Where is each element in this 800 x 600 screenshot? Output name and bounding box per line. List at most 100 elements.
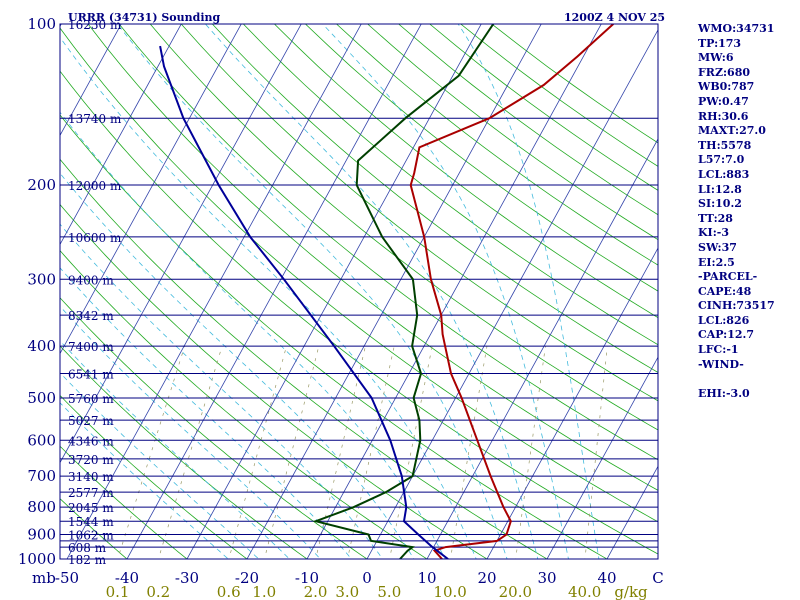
mixing-ratio-tick-label: 5.0	[377, 583, 401, 600]
height-label: 3720 m	[68, 453, 114, 467]
index-item: -PARCEL-	[698, 270, 758, 284]
moist-adiabat	[60, 267, 353, 559]
index-item: WB0:787	[698, 80, 755, 94]
temperature-profile	[409, 24, 614, 559]
isotherm	[546, 356, 658, 559]
mixing-ratio-unit-label: g/kg	[614, 583, 648, 600]
pressure-tick-label: 100	[27, 15, 56, 33]
pressure-tick-label: 900	[27, 526, 56, 544]
mixing-ratio-tick-label: 3.0	[335, 583, 359, 600]
mixing-ratio-line	[228, 346, 287, 559]
moist-adiabat	[322, 24, 569, 559]
index-item: SI:10.2	[698, 197, 742, 211]
dry-adiabat	[60, 445, 188, 559]
mixing-ratio-tick-label: 1.0	[252, 583, 276, 600]
height-label: 8342 m	[68, 309, 114, 323]
moist-adiabat	[60, 340, 290, 559]
index-item: TT:28	[698, 211, 733, 225]
height-label: 12000 m	[68, 179, 122, 193]
chart-datetime: 1200Z 4 NOV 25	[564, 11, 665, 24]
isotherm	[486, 247, 658, 559]
height-label: 4346 m	[68, 434, 114, 448]
mixing-ratio-tick-label: 0.6	[217, 583, 241, 600]
moist-adiabat	[117, 24, 508, 559]
mixing-ratio-tick-label: 40.0	[568, 583, 601, 600]
height-label: 2045 m	[68, 501, 114, 515]
isotherm	[426, 138, 658, 559]
pressure-tick-label: 200	[27, 176, 56, 194]
moist-adiabat	[60, 36, 477, 559]
temperature-tick-label: -10	[295, 569, 319, 587]
mixing-ratio-line	[158, 346, 223, 559]
temperature-tick-label: -20	[235, 569, 259, 587]
moist-adiabat	[60, 305, 321, 559]
height-label: 1544 m	[68, 515, 114, 529]
height-label: 1062 m	[68, 529, 114, 543]
pressure-tick-label: 1000	[18, 550, 56, 568]
background-grid	[60, 24, 658, 559]
index-item: LFC:-1	[698, 343, 739, 357]
pressure-unit-label: mb	[32, 569, 56, 587]
chart-title: URRR (34731) Sounding	[68, 11, 220, 24]
height-label: 2577 m	[68, 486, 114, 500]
height-label: 5027 m	[68, 414, 114, 428]
plot-frame	[59, 23, 659, 560]
temperature-tick-label: 20	[477, 569, 496, 587]
index-item: LCL:826	[698, 313, 750, 327]
height-label: 13740 m	[68, 112, 122, 126]
index-item: FRZ:680	[698, 65, 751, 79]
height-label: 608 m	[68, 541, 107, 555]
dry-adiabat	[60, 394, 248, 559]
isotherm	[366, 29, 658, 559]
temperature-tick-label: -30	[175, 569, 199, 587]
temperature-tick-label: 10	[417, 569, 436, 587]
index-item: KI:-3	[698, 226, 729, 240]
axis-labels: 100 200 300 400 500 600 700 800 900 1000 16230 m 13…	[18, 15, 664, 600]
mixing-ratio-line	[117, 345, 186, 559]
index-item: TP:173	[698, 36, 742, 50]
pressure-tick-label: 700	[27, 467, 56, 485]
isotherm	[60, 24, 122, 137]
moist-adiabat	[60, 372, 260, 559]
isotherm	[606, 465, 658, 559]
index-item: MW:6	[698, 51, 734, 65]
pressure-tick-label: 500	[27, 389, 56, 407]
mixing-ratio-line	[584, 346, 608, 559]
dewpoint-profile	[312, 24, 495, 559]
sounding-indices-panel: WMO:34731 TP:173 MW:6 FRZ:680 WB0:787 PW:0.47…	[698, 22, 798, 401]
isotherm	[60, 24, 182, 246]
height-label: 16230 m	[68, 18, 122, 32]
index-item: LCL:883	[698, 167, 750, 181]
index-item: WMO:34731	[698, 22, 775, 35]
pressure-tick-label: 400	[27, 337, 56, 355]
pressure-tick-label: 800	[27, 498, 56, 516]
mixing-ratio-tick-label: 0.1	[106, 583, 130, 600]
index-item: L57:7.0	[698, 153, 745, 167]
index-item: CAPE:48	[698, 284, 752, 298]
isotherm	[306, 24, 602, 559]
isotherm	[66, 24, 362, 559]
height-label: 182 m	[68, 553, 107, 567]
temperature-tick-label: 30	[537, 569, 556, 587]
index-item: CAP:12.7	[698, 328, 755, 342]
mixing-ratio-line	[515, 346, 546, 559]
isotherm	[60, 24, 302, 464]
pressure-tick-label: 300	[27, 270, 56, 288]
isotherm	[186, 24, 482, 559]
isotherm	[60, 24, 242, 355]
moist-adiabat	[457, 24, 600, 559]
isotherm	[246, 24, 542, 559]
height-label: 6541 m	[68, 367, 114, 381]
index-item: LI:12.8	[698, 182, 742, 196]
index-item: -WIND-	[698, 357, 744, 371]
temperature-tick-label: 40	[597, 569, 616, 587]
index-item: EHI:-3.0	[698, 386, 750, 400]
pressure-tick-label: 600	[27, 431, 56, 449]
index-item: TH:5578	[698, 138, 752, 152]
dry-adiabat	[60, 249, 428, 559]
mixing-ratio-line	[264, 346, 320, 559]
height-label: 5760 m	[68, 392, 114, 406]
temperature-unit-label: C	[652, 569, 663, 587]
moist-adiabat	[60, 402, 229, 559]
